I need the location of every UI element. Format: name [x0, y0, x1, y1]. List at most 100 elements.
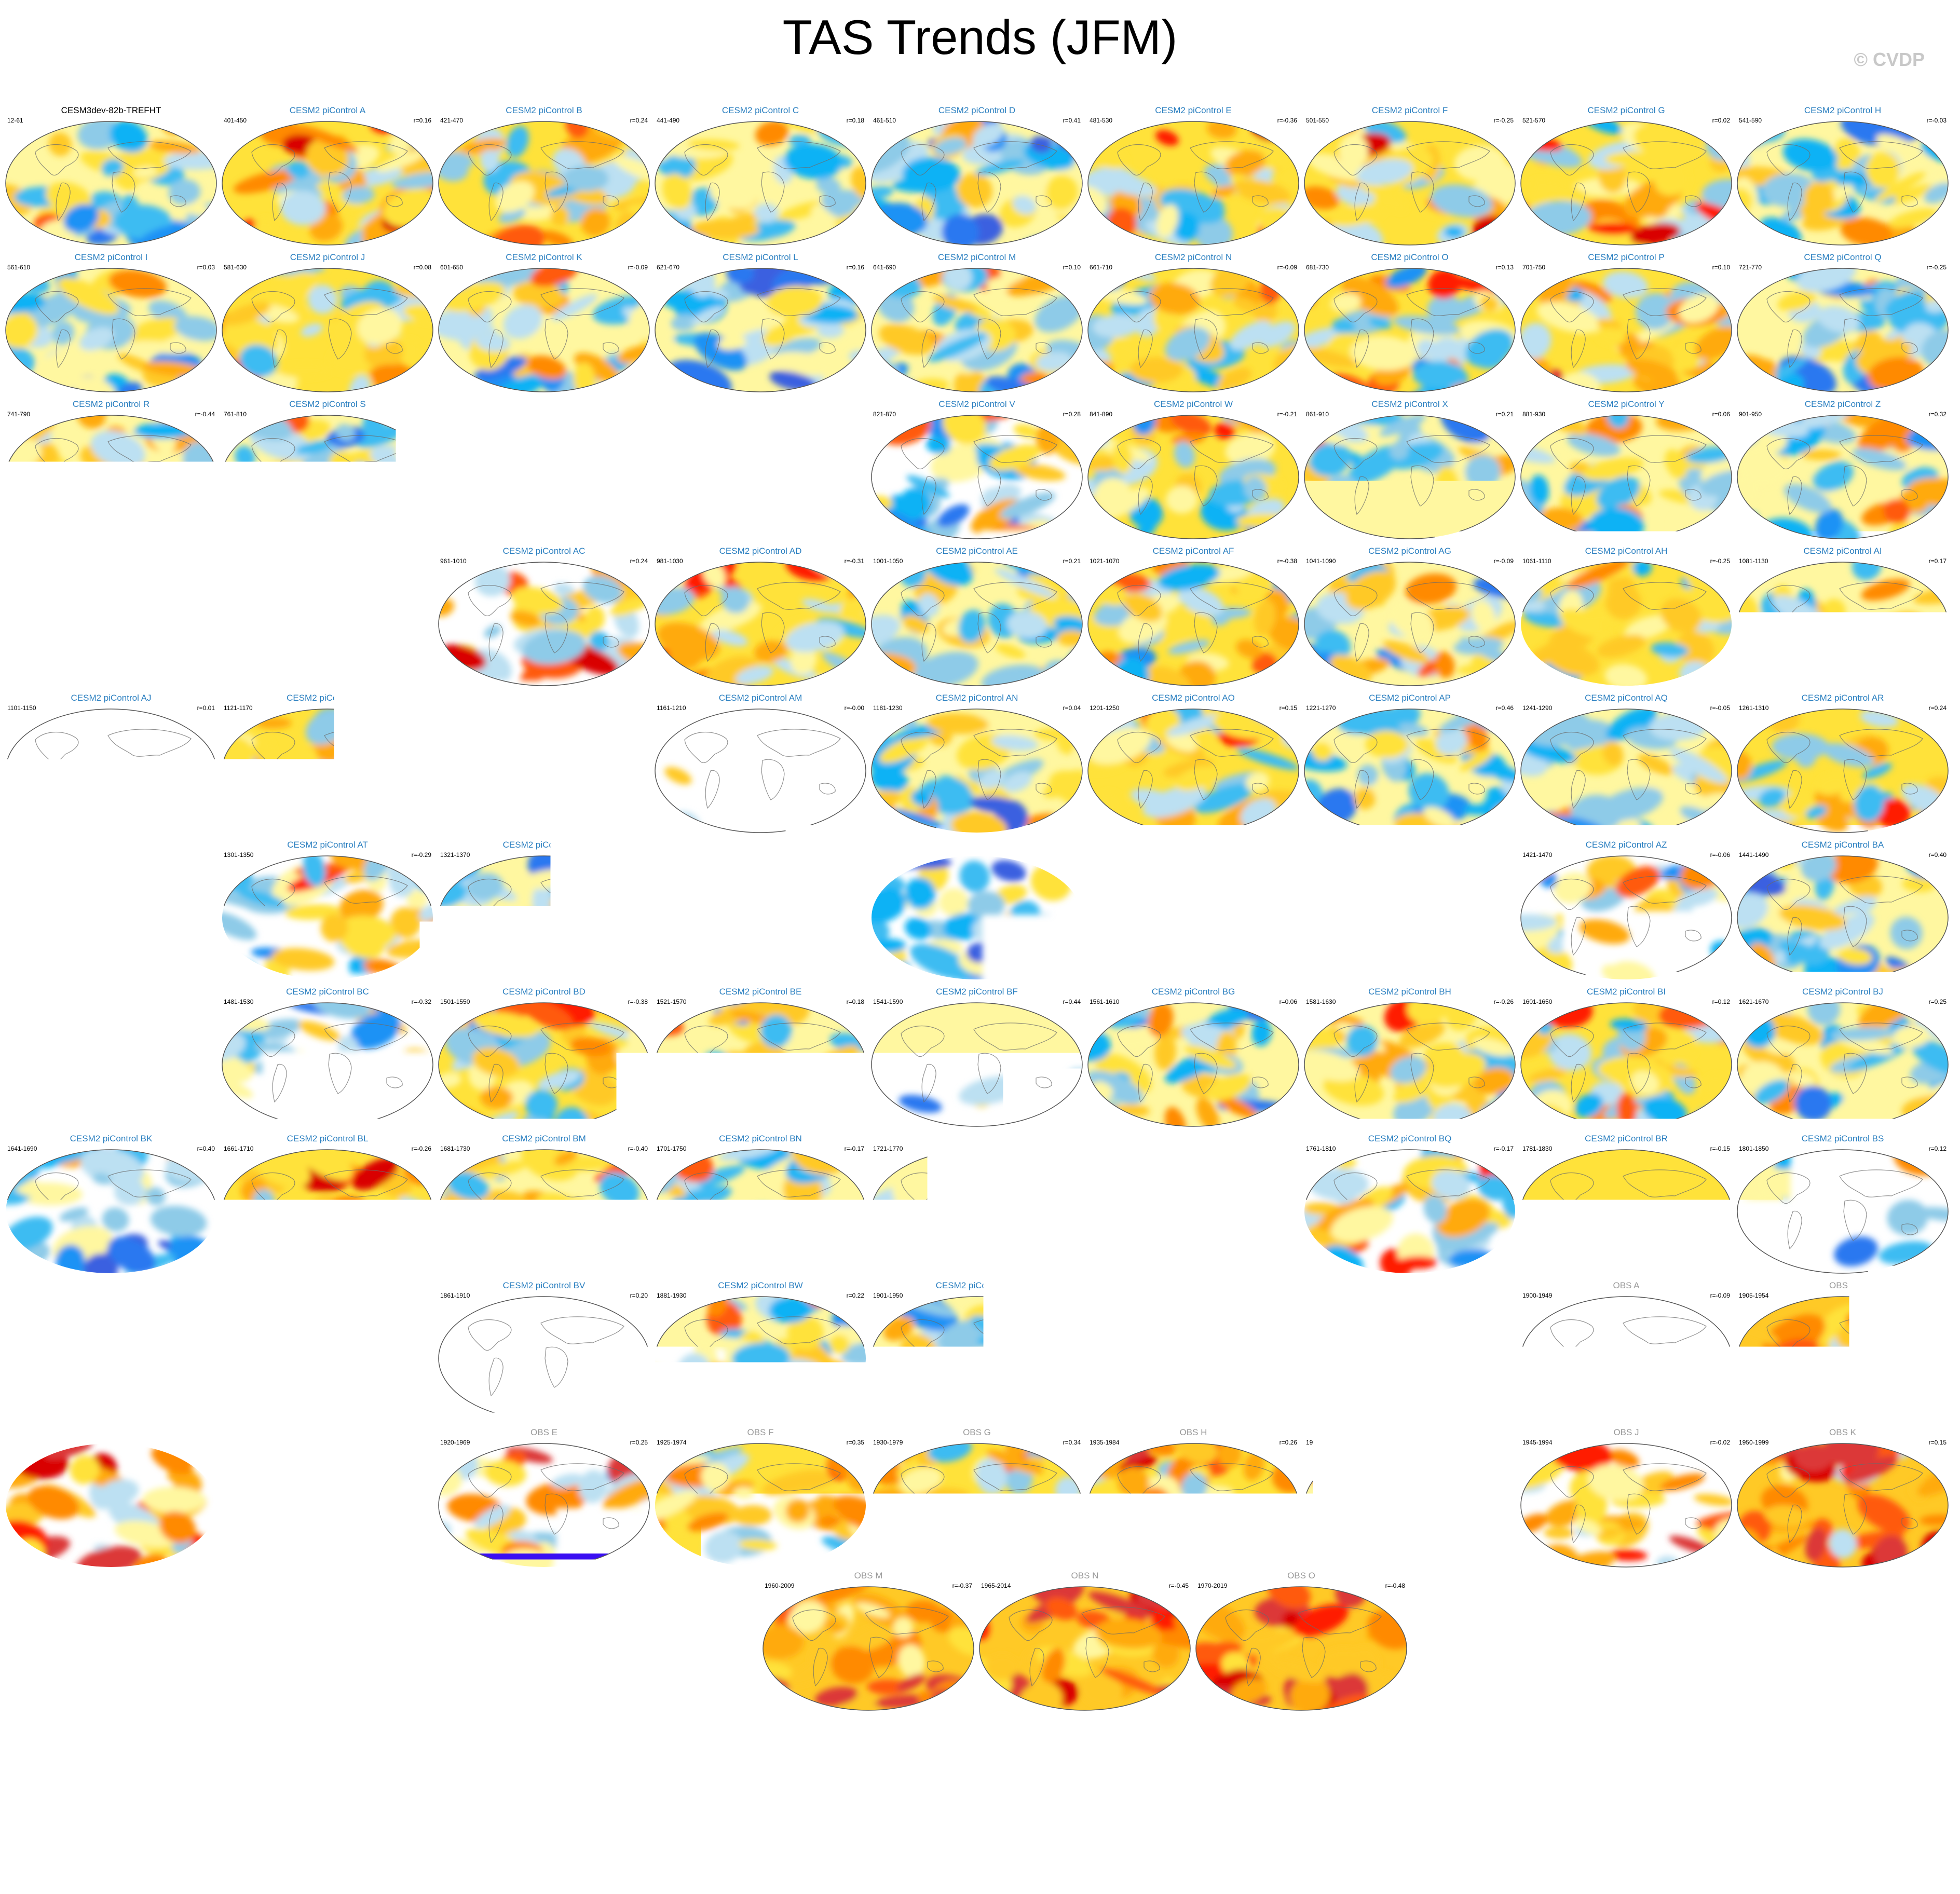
- panel-years: 1900-1949: [1522, 1292, 1552, 1299]
- trend-map: [1736, 252, 1950, 393]
- panel-years: 1461-1510: [7, 998, 37, 1005]
- panel-years: 1930-1979: [873, 1439, 903, 1446]
- colorbar-units-exponent: -1: [1025, 1836, 1046, 1863]
- panel-years: 981-1030: [657, 557, 683, 565]
- panel-correlation: r=0.18: [847, 117, 864, 124]
- panel-years: 1910-1959: [7, 1439, 37, 1446]
- panel-correlation: r=0.28: [1063, 411, 1081, 418]
- panel-title: CESM2 piControl F: [1303, 105, 1517, 116]
- panel-correlation: r=-0.09: [628, 264, 648, 271]
- map-panel: CESM2 piControl AL 1141-1190 r=0.14: [437, 693, 651, 834]
- panel-correlation: r=-0.42: [195, 851, 215, 859]
- map-panel: OBS F 1925-1974 r=0.35: [654, 1427, 867, 1569]
- trend-map: [870, 1427, 1084, 1569]
- panel-correlation: r=-0.22: [412, 704, 431, 712]
- trend-map: [437, 987, 651, 1128]
- panel-correlation: r=0.14: [630, 704, 648, 712]
- panel-correlation: r=-0.44: [195, 411, 215, 418]
- trend-blob: [1519, 1245, 1546, 1275]
- panel-correlation: r=-0.17: [845, 1145, 864, 1152]
- map-panel: CESM2 piControl P 701-750 r=0.10: [1519, 252, 1733, 393]
- panel-correlation: r=-0.15: [1277, 1145, 1297, 1152]
- panel-title: CESM2 piControl Z: [1736, 399, 1950, 410]
- map-panel: CESM2 piControl G 521-570 r=0.02: [1519, 105, 1733, 247]
- panel-title: CESM3dev-82b-TREFHT: [4, 105, 218, 116]
- trend-blob: [1481, 224, 1509, 247]
- panel-title: CESM2 piControl AH: [1519, 546, 1733, 556]
- trend-blob: [1086, 1242, 1105, 1275]
- panel-correlation: r=0.22: [847, 1292, 864, 1299]
- panel-correlation: r=0.10: [1712, 264, 1730, 271]
- panel-title: CESM2 piControl AK: [221, 693, 434, 703]
- panel-title: OBS A: [1519, 1280, 1733, 1291]
- colorbar-tick-label: 2: [1271, 1787, 1292, 1829]
- colorbar-tick-label: -0.5: [797, 1787, 862, 1829]
- map-panel: CESM2 piControl U 801-850 r=0.38: [654, 399, 867, 540]
- panel-title: CESM2 piControl E: [1086, 105, 1300, 116]
- trend-blob: [161, 407, 187, 427]
- trend-map: [437, 399, 651, 540]
- panel-years: 1241-1290: [1522, 704, 1552, 712]
- panel-correlation: r=0.28: [197, 557, 215, 565]
- map-panel: CESM2 piControl F 501-550 r=-0.25: [1303, 105, 1517, 247]
- map-panel: CESM2 piControl BA 1441-1490 r=0.40: [1736, 840, 1950, 981]
- trend-map: [654, 105, 867, 247]
- panel-title: CESM2 piControl AX: [1086, 840, 1300, 850]
- trend-map: [870, 693, 1084, 834]
- trend-map: [654, 1427, 867, 1569]
- panel-title: CESM2 piControl BB: [4, 987, 218, 997]
- panel-correlation: r=0.17: [1929, 557, 1947, 565]
- map-panel: CESM2 piControl AY 1401-1450 r=0.32: [1303, 840, 1517, 981]
- colorbar-swatch: [1658, 1747, 1734, 1778]
- colorbar: -6 -4 -2 -0.5 0 0.5 2 4 6: [226, 1747, 1734, 1830]
- map-panel: CESM2 piControl BX 1901-1950 r=-0.29: [870, 1280, 1084, 1422]
- panel-correlation: r=-0.17: [1494, 1145, 1514, 1152]
- panel-correlation: r=-0.26: [412, 1145, 431, 1152]
- trend-blob: [1303, 522, 1330, 540]
- map-panel: CESM2 piControl AS 1281-1330 r=-0.42: [4, 840, 218, 981]
- trend-map: [4, 987, 218, 1128]
- trend-blob: [4, 1108, 40, 1128]
- trend-map: [654, 546, 867, 687]
- panel-years: 941-990: [224, 557, 247, 565]
- panel-years: 1321-1370: [440, 851, 470, 859]
- map-panel: CESM2 piControl BG 1561-1610 r=0.06: [1086, 987, 1300, 1128]
- map-panel: OBS A 1900-1949 r=-0.09: [1519, 1280, 1733, 1422]
- colorbar-swatch: [302, 1747, 377, 1778]
- polar-cold-band: [468, 1554, 620, 1562]
- panel-years: 1935-1984: [1090, 1439, 1119, 1446]
- panel-correlation: r=-0.03: [1927, 117, 1947, 124]
- panel-title: CESM2 piControl AF: [1086, 546, 1300, 556]
- panel-years: 1301-1350: [224, 851, 253, 859]
- map-panel: CESM2 piControl S 761-810 r=-0.13: [221, 399, 434, 540]
- panel-correlation: r=-0.07: [845, 851, 864, 859]
- panel-correlation: r=0.04: [1063, 851, 1081, 859]
- panel-title: CESM2 piControl BV: [437, 1280, 651, 1291]
- panel-years: 1221-1270: [1306, 704, 1336, 712]
- panel-correlation: r=0.26: [630, 411, 648, 418]
- panel-correlation: r=0.34: [1280, 851, 1297, 859]
- panel-correlation: r=-0.24: [195, 998, 215, 1005]
- trend-map: [654, 252, 867, 393]
- panel-correlation: r=-0.09: [1494, 557, 1514, 565]
- panel-years: 401-450: [224, 117, 247, 124]
- trend-blob: [654, 1396, 668, 1422]
- map-panel: CESM2 piControl AR 1261-1310 r=0.24: [1736, 693, 1950, 834]
- map-panel: CESM2 piControl J 581-630 r=0.08: [221, 252, 434, 393]
- panel-correlation: r=0.04: [1063, 704, 1081, 712]
- panel-title: CESM2 piControl BC: [221, 987, 434, 997]
- trend-map: [1519, 399, 1733, 540]
- trend-blob: [1337, 935, 1379, 968]
- panel-years: 1970-2019: [1197, 1582, 1227, 1589]
- map-panel: CESM2 piControl R 741-790 r=-0.44: [4, 399, 218, 540]
- colorbar-swatch: [1055, 1747, 1131, 1778]
- map-panel: CESM2 piControl Q 721-770 r=-0.25: [1736, 252, 1950, 393]
- map-panel: CESM2 piControl A 401-450 r=0.16: [221, 105, 434, 247]
- trend-map: [1303, 1134, 1517, 1275]
- panel-years: 1701-1750: [657, 1145, 686, 1152]
- trend-map: [1303, 546, 1517, 687]
- panel-title: CESM2 piControl BN: [654, 1134, 867, 1144]
- trend-blob: [587, 723, 612, 759]
- panel-title: CESM2 piControl N: [1086, 252, 1300, 263]
- trend-blob: [870, 373, 901, 393]
